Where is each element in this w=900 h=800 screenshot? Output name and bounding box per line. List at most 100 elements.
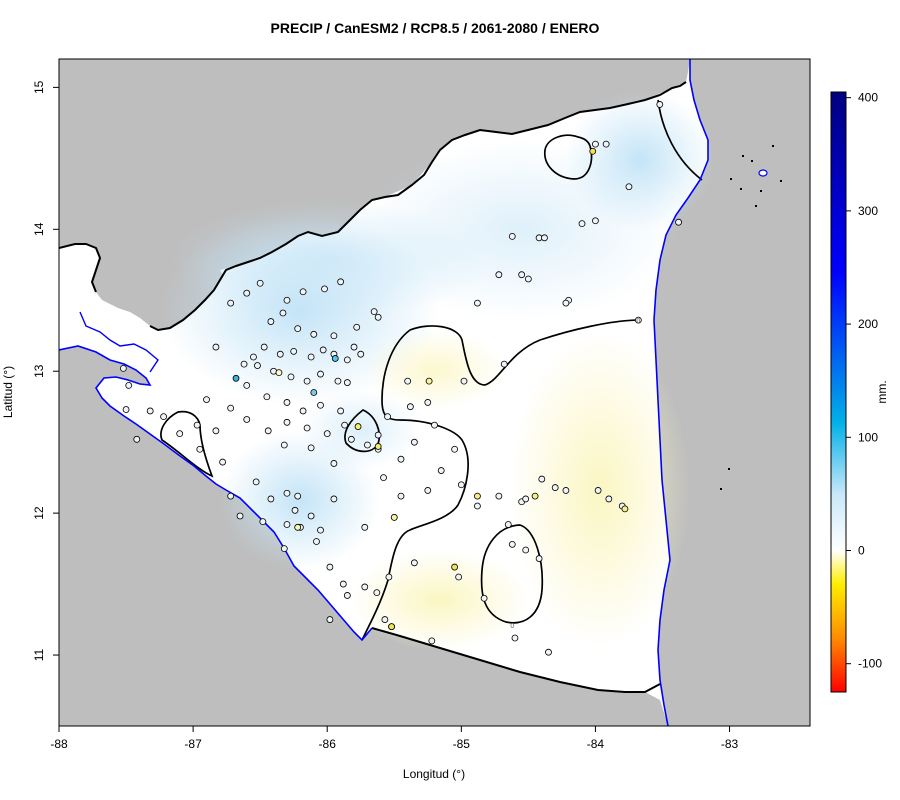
station-marker bbox=[374, 313, 382, 321]
station-marker bbox=[280, 545, 288, 553]
station-marker bbox=[480, 594, 488, 602]
station-marker bbox=[364, 441, 371, 449]
station-marker bbox=[518, 271, 526, 279]
station-marker bbox=[350, 343, 358, 351]
x-axis: -88 -87 -86 -85 -84 -83 bbox=[50, 726, 739, 751]
station-marker bbox=[535, 555, 543, 562]
station-marker bbox=[326, 616, 334, 623]
zero-contours bbox=[160, 99, 703, 641]
station-marker bbox=[656, 101, 664, 108]
station-marker bbox=[119, 364, 127, 372]
station-marker bbox=[263, 393, 271, 401]
station-marker bbox=[410, 438, 418, 446]
y-tick-label: 12 bbox=[32, 506, 46, 520]
station-marker bbox=[196, 445, 204, 453]
station-marker-anomaly bbox=[425, 377, 433, 385]
station-marker bbox=[240, 360, 248, 368]
station-marker bbox=[341, 421, 349, 429]
station-marker bbox=[303, 424, 311, 432]
station-marker-anomaly bbox=[310, 389, 318, 396]
x-tick-label: -88 bbox=[50, 737, 68, 751]
station-marker bbox=[256, 279, 264, 287]
station-marker bbox=[541, 234, 548, 242]
station-marker bbox=[455, 573, 463, 581]
station-marker bbox=[508, 232, 516, 240]
station-marker bbox=[227, 404, 235, 412]
station-marker bbox=[321, 285, 328, 293]
station-marker-anomaly bbox=[294, 523, 302, 531]
station-marker bbox=[260, 343, 268, 351]
station-marker bbox=[524, 275, 532, 283]
station-marker bbox=[337, 407, 345, 415]
station-marker bbox=[428, 637, 436, 645]
honduras-border-west bbox=[59, 243, 102, 293]
station-marker-anomaly bbox=[390, 513, 398, 521]
neighbor-land-south bbox=[59, 628, 668, 726]
colorbar-tick-label: 300 bbox=[858, 204, 878, 218]
y-axis-label: Latitud (°) bbox=[1, 366, 15, 418]
x-tick-label: -85 bbox=[453, 737, 471, 751]
station-marker bbox=[361, 523, 369, 531]
station-marker bbox=[146, 407, 154, 415]
station-marker bbox=[294, 325, 302, 333]
station-marker bbox=[319, 346, 327, 354]
station-marker bbox=[347, 435, 355, 443]
station-marker bbox=[323, 430, 331, 438]
station-marker-anomaly bbox=[474, 492, 481, 500]
station-marker bbox=[299, 288, 307, 296]
x-tick-label: -86 bbox=[319, 737, 337, 751]
station-marker bbox=[431, 421, 438, 429]
station-marker bbox=[310, 330, 318, 338]
station-marker bbox=[307, 512, 315, 520]
station-marker bbox=[212, 343, 220, 351]
station-marker bbox=[495, 271, 503, 279]
station-marker bbox=[236, 512, 244, 520]
station-marker bbox=[385, 573, 393, 581]
station-marker bbox=[538, 475, 546, 483]
station-marker bbox=[203, 396, 210, 403]
station-marker bbox=[397, 455, 405, 463]
station-marker bbox=[357, 350, 365, 358]
station-marker bbox=[500, 360, 508, 368]
station-marker-anomaly bbox=[589, 147, 597, 155]
station-marker bbox=[406, 403, 414, 411]
station-marker bbox=[457, 481, 465, 489]
station-marker bbox=[339, 580, 347, 588]
station-marker bbox=[267, 495, 275, 503]
gulf-fonseca-coast bbox=[79, 311, 159, 373]
station-marker bbox=[283, 399, 291, 406]
station-marker bbox=[424, 399, 432, 406]
station-marker bbox=[625, 183, 633, 191]
station-marker bbox=[307, 353, 315, 361]
station-marker-anomaly bbox=[374, 443, 382, 450]
station-marker bbox=[122, 406, 130, 413]
colorbar-tick-label: -100 bbox=[858, 657, 882, 671]
station-marker-anomaly bbox=[331, 355, 339, 362]
colorbar-tick-label: 0 bbox=[858, 543, 865, 557]
station-marker bbox=[160, 413, 168, 421]
station-marker bbox=[283, 296, 291, 304]
station-marker bbox=[303, 377, 311, 385]
station-marker bbox=[353, 323, 361, 331]
station-marker bbox=[243, 416, 251, 423]
station-marker bbox=[451, 445, 459, 453]
station-marker bbox=[474, 502, 481, 510]
station-marker bbox=[562, 299, 570, 307]
station-marker bbox=[264, 427, 272, 435]
station-marker bbox=[361, 583, 369, 591]
station-marker bbox=[594, 487, 602, 494]
x-tick-label: -84 bbox=[587, 737, 605, 751]
station-marker bbox=[374, 431, 382, 439]
caribbean-cays bbox=[720, 145, 782, 490]
station-marker bbox=[384, 413, 391, 421]
station-marker bbox=[522, 495, 530, 503]
contour-labels: 00 bbox=[510, 318, 640, 630]
station-marker bbox=[317, 401, 324, 409]
stations-layer bbox=[119, 101, 682, 656]
station-marker bbox=[326, 563, 334, 571]
station-marker bbox=[290, 347, 298, 355]
station-marker bbox=[330, 332, 338, 340]
station-marker bbox=[437, 467, 445, 474]
station-marker bbox=[133, 435, 141, 443]
